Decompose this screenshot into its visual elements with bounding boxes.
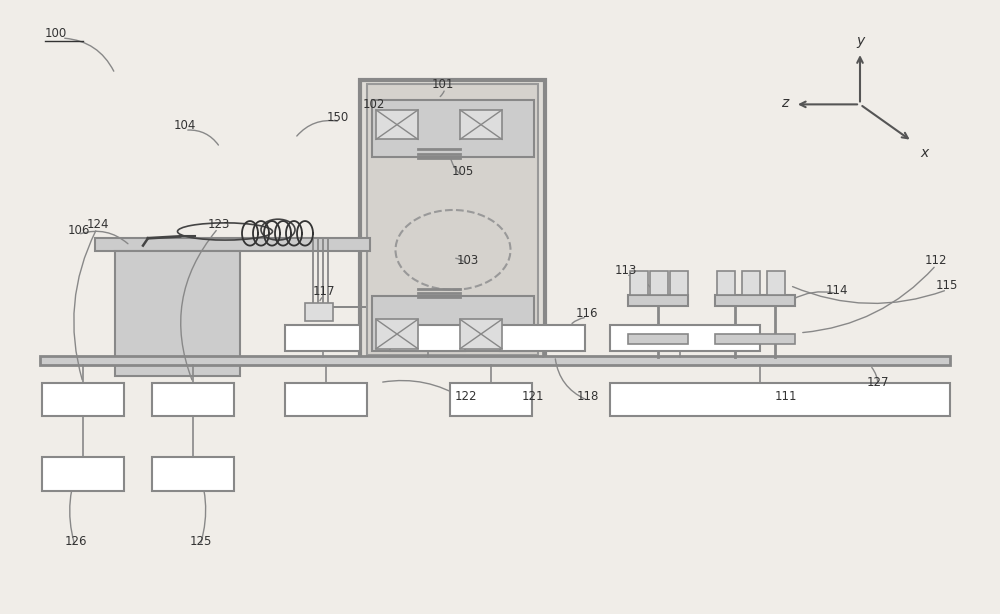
Text: 122: 122 [455, 389, 478, 403]
Text: x: x [920, 146, 928, 160]
Text: 102: 102 [363, 98, 385, 111]
FancyBboxPatch shape [715, 334, 795, 344]
FancyBboxPatch shape [285, 325, 360, 351]
Text: 124: 124 [87, 217, 110, 231]
Text: z: z [781, 96, 788, 109]
FancyBboxPatch shape [610, 383, 950, 416]
FancyBboxPatch shape [42, 383, 124, 416]
Text: 104: 104 [174, 119, 196, 133]
FancyBboxPatch shape [650, 271, 668, 295]
FancyBboxPatch shape [500, 325, 585, 351]
FancyBboxPatch shape [610, 325, 760, 351]
Text: 150: 150 [327, 111, 349, 125]
FancyBboxPatch shape [40, 356, 950, 365]
Text: 127: 127 [867, 376, 890, 389]
Text: 101: 101 [432, 78, 454, 91]
FancyBboxPatch shape [628, 334, 688, 344]
Text: y: y [856, 34, 864, 48]
FancyBboxPatch shape [742, 271, 760, 295]
FancyBboxPatch shape [376, 110, 418, 139]
FancyBboxPatch shape [115, 251, 240, 376]
FancyBboxPatch shape [152, 383, 234, 416]
Text: 117: 117 [313, 285, 336, 298]
FancyBboxPatch shape [285, 383, 367, 416]
FancyBboxPatch shape [360, 80, 545, 359]
Text: 121: 121 [522, 389, 544, 403]
Text: 114: 114 [826, 284, 848, 297]
FancyBboxPatch shape [715, 295, 795, 306]
Text: 112: 112 [925, 254, 948, 268]
FancyBboxPatch shape [372, 100, 534, 157]
FancyBboxPatch shape [460, 319, 502, 349]
FancyBboxPatch shape [628, 295, 688, 306]
FancyBboxPatch shape [450, 383, 532, 416]
FancyBboxPatch shape [152, 457, 234, 491]
FancyBboxPatch shape [376, 319, 418, 349]
FancyBboxPatch shape [95, 238, 370, 251]
FancyBboxPatch shape [367, 84, 538, 355]
FancyBboxPatch shape [630, 271, 648, 295]
FancyBboxPatch shape [717, 271, 735, 295]
Text: 103: 103 [457, 254, 479, 268]
FancyBboxPatch shape [460, 110, 502, 139]
FancyBboxPatch shape [670, 271, 688, 295]
FancyBboxPatch shape [305, 303, 333, 321]
Text: 123: 123 [208, 217, 230, 231]
Text: 118: 118 [577, 389, 599, 403]
Text: 111: 111 [775, 389, 798, 403]
Text: 125: 125 [190, 535, 212, 548]
Text: 116: 116 [576, 306, 598, 320]
Text: 105: 105 [452, 165, 474, 179]
FancyBboxPatch shape [42, 457, 124, 491]
Text: 100: 100 [45, 27, 67, 41]
Text: 106: 106 [68, 223, 90, 237]
Text: 115: 115 [936, 279, 958, 292]
FancyBboxPatch shape [372, 296, 534, 351]
FancyBboxPatch shape [767, 271, 785, 295]
Text: 113: 113 [615, 263, 637, 277]
FancyBboxPatch shape [390, 325, 465, 351]
Text: 126: 126 [65, 535, 88, 548]
